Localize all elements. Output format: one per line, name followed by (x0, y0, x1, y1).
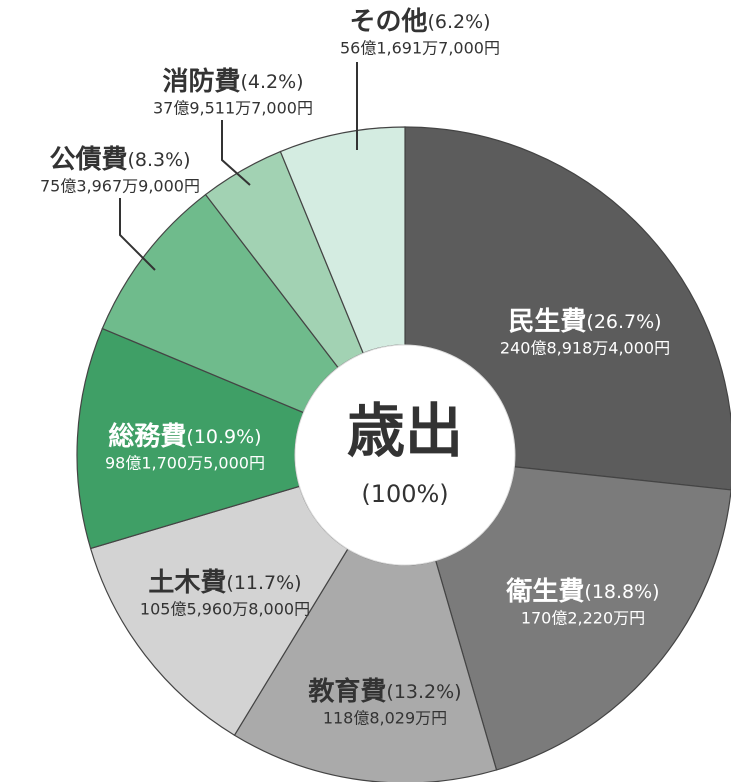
percent-label: (18.8%) (584, 581, 659, 603)
percent-label: (8.3%) (127, 149, 190, 171)
amount-label: 240億8,918万4,000円 (500, 339, 670, 358)
center-title: 歳出 (347, 397, 463, 465)
slice-label: 消防費(4.2%) (162, 67, 303, 97)
category-name: 総務費 (108, 421, 186, 452)
amount-label: 37億9,511万7,000円 (153, 99, 313, 118)
donut-hole (294, 344, 516, 566)
slice-label: 民生費(26.7%) (508, 307, 661, 337)
percent-label: (10.9%) (186, 426, 261, 448)
slice-label: その他(6.2%) (349, 7, 490, 37)
percent-label: (26.7%) (586, 311, 661, 333)
leader-line (119, 198, 156, 271)
slice-label: 教育費(13.2%) (308, 676, 461, 707)
slice-label: 衛生費(18.8%) (505, 577, 659, 607)
leader-line (221, 120, 251, 186)
amount-label: 118億8,029万円 (323, 709, 447, 728)
percent-label: (4.2%) (240, 71, 303, 93)
slices (76, 126, 731, 782)
amount-label: 98億1,700万5,000円 (105, 454, 265, 473)
percent-label: (13.2%) (386, 681, 461, 703)
amount-label: 170億2,220万円 (521, 609, 645, 628)
slice-label: 総務費(10.9%) (108, 421, 261, 452)
center-label: (100%) (361, 480, 448, 508)
category-name: 民生費 (508, 307, 586, 337)
category-name: その他 (349, 7, 427, 37)
percent-label: (11.7%) (226, 572, 301, 594)
amount-label: 105億5,960万8,000円 (140, 600, 310, 619)
category-name: 教育費 (308, 676, 386, 707)
amount-label: 56億1,691万7,000円 (340, 39, 500, 58)
category-name: 公債費 (49, 145, 127, 175)
slice-label: 土木費(11.7%) (148, 568, 301, 598)
category-name: 衛生費 (505, 577, 584, 607)
amount-label: 75億3,967万9,000円 (40, 177, 200, 196)
slice-label: 公債費(8.3%) (49, 145, 190, 175)
percent-label: (6.2%) (427, 11, 490, 33)
category-name: 消防費 (162, 67, 240, 97)
category-name: 土木費 (148, 568, 226, 598)
